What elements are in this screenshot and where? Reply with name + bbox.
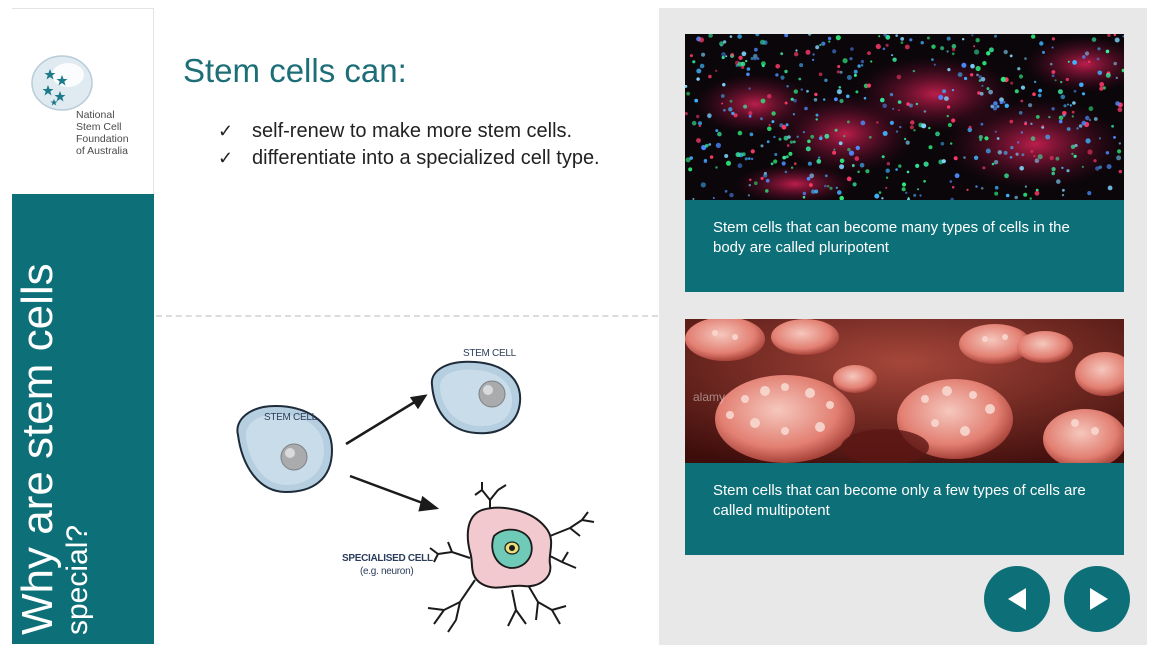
diagram-label-example: (e.g. neuron) [360, 566, 414, 577]
foundation-logo-icon [31, 55, 93, 111]
triangle-left-icon [1008, 588, 1026, 610]
card-pluripotent: Stem cells that can become many types of… [685, 34, 1124, 292]
bullet-list: ✓ self-renew to make more stem cells. ✓ … [216, 118, 616, 172]
logo-panel: National Stem Cell Foundation of Austral… [12, 8, 154, 194]
page-title: Stem cells can: [183, 52, 407, 89]
diagram-label-stem-cell: STEM CELL [264, 412, 317, 423]
arrow-icon [345, 394, 440, 512]
previous-button[interactable] [984, 566, 1050, 632]
checkmark-icon: ✓ [218, 148, 234, 168]
card-multipotent: alamy Stem cells that can become only a … [685, 319, 1124, 555]
diagram-illustration [236, 360, 595, 633]
daughter-stem-cell-icon [430, 360, 522, 435]
logo-org-name: National Stem Cell Foundation of Austral… [76, 109, 129, 157]
neuron-icon [427, 482, 595, 633]
sidebar-title-line1: Why are stem cells [13, 263, 62, 635]
card-caption: Stem cells that can become many types of… [685, 200, 1124, 292]
diagram-label-stem-cell-top: STEM CELL [463, 348, 516, 359]
watermark-text: alamy [693, 390, 725, 404]
checkmark-icon: ✓ [218, 121, 234, 141]
blood-cells-image: alamy [685, 319, 1124, 463]
pluripotent-cells-image [685, 34, 1124, 200]
section-divider [156, 315, 658, 317]
card-caption: Stem cells that can become only a few ty… [685, 463, 1124, 555]
list-item: ✓ differentiate into a specialized cell … [216, 145, 616, 172]
sidebar-banner [12, 194, 154, 644]
triangle-right-icon [1090, 588, 1108, 610]
multipotent-cells-image: alamy [685, 319, 1124, 463]
diagram-label-specialised-cell: SPECIALISED CELL [342, 553, 433, 564]
list-item: ✓ self-renew to make more stem cells. [216, 118, 616, 145]
fluorescent-cells-image [685, 34, 1124, 200]
bullet-text: self-renew to make more stem cells. [252, 120, 573, 142]
stem-cell-diagram: STEM CELL STEM CELL SPECIALISED CELL (e.… [220, 340, 600, 640]
sidebar-title-line2: special? [61, 524, 94, 635]
bullet-text: differentiate into a specialized cell ty… [252, 147, 600, 169]
source-stem-cell-icon [236, 404, 334, 494]
next-button[interactable] [1064, 566, 1130, 632]
sidebar-title: Why are stem cells special? [13, 195, 94, 635]
